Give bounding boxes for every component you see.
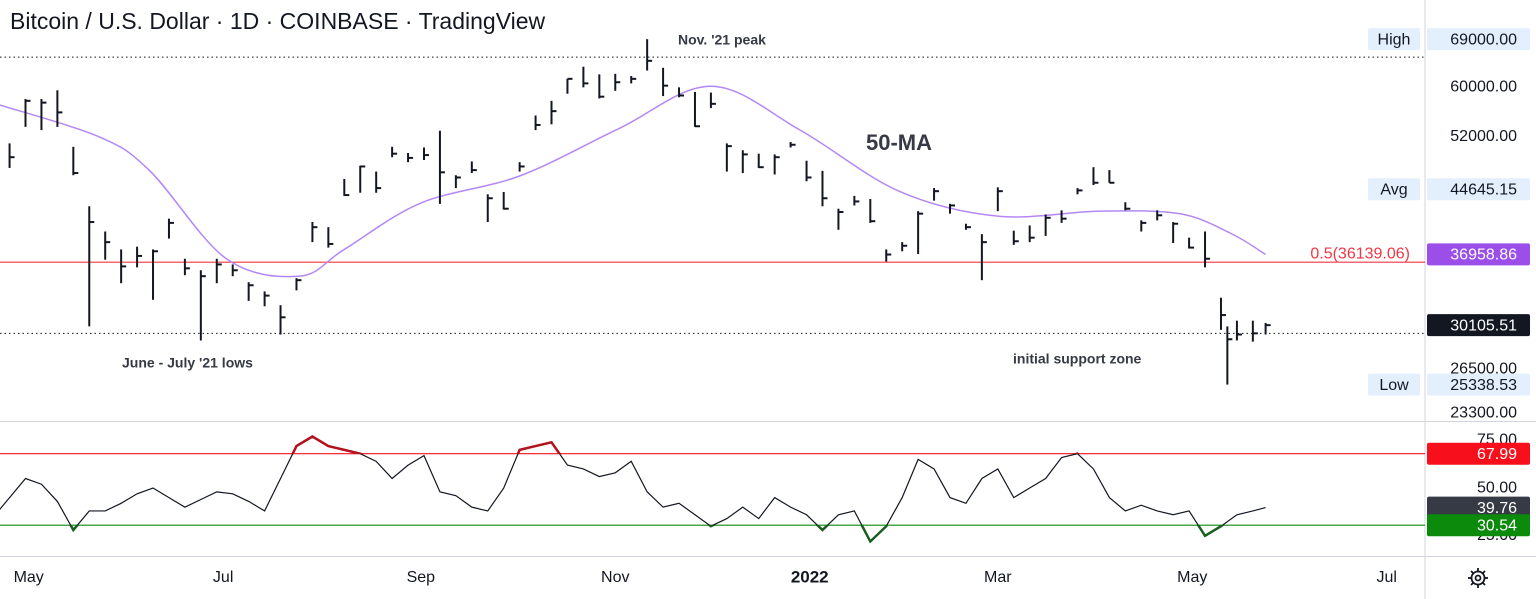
x-tick-label: May [1177, 569, 1207, 586]
annotation: initial support zone [1013, 351, 1142, 367]
annotation: 50-MA [866, 130, 932, 155]
annotation: Nov. '21 peak [678, 32, 766, 48]
price-badge [1427, 442, 1530, 465]
ma-line [0, 85, 1266, 278]
annotation: June - July '21 lows [122, 355, 253, 371]
y-tick-label: 23300.00 [1450, 405, 1517, 422]
price-badge-label: 69000.00 [1450, 31, 1517, 48]
fib-label: 0.5(36139.06) [1310, 245, 1410, 262]
price-badge [1427, 314, 1530, 337]
price-badge [1427, 514, 1530, 537]
y-tick-label: 26500.00 [1450, 360, 1517, 377]
x-tick-label: Sep [407, 569, 436, 586]
price-badge [1427, 496, 1530, 519]
x-tick-label: Mar [984, 569, 1012, 586]
badge-name: Avg [1380, 182, 1407, 199]
x-tick-label: Jul [1377, 569, 1397, 586]
price-badge-label: 44645.15 [1450, 182, 1517, 199]
price-badge-label: 30.54 [1477, 517, 1517, 534]
price-badge-label: 25338.53 [1450, 377, 1517, 394]
price-badge [1427, 178, 1530, 201]
price-badge-label: 67.99 [1477, 446, 1517, 463]
rsi-pane [0, 435, 1425, 544]
rsi-line [0, 435, 1266, 543]
x-tick-label: 2022 [791, 567, 829, 586]
x-tick-label: Jul [213, 569, 233, 586]
badge-name-box [1368, 373, 1420, 396]
x-tick-label: Nov [601, 569, 629, 586]
chart-title: Bitcoin / U.S. Dollar · 1D · COINBASE · … [10, 8, 546, 34]
x-tick-label: May [14, 569, 44, 586]
badge-name: Low [1379, 377, 1409, 394]
price-badge-label: 39.76 [1477, 500, 1517, 517]
y-tick-label: 60000.00 [1450, 79, 1517, 96]
rsi-tick-label: 50.00 [1477, 479, 1517, 496]
price-pane [0, 39, 1425, 385]
badge-name-box [1368, 178, 1420, 201]
price-badge [1427, 28, 1530, 51]
badge-name-box [1368, 28, 1420, 51]
price-badge [1427, 243, 1530, 266]
price-badge-label: 30105.51 [1450, 317, 1517, 334]
settings-icon[interactable] [1468, 568, 1488, 588]
price-badge-label: 36958.86 [1450, 247, 1517, 264]
y-tick-label: 52000.00 [1450, 128, 1517, 145]
badge-name: High [1378, 31, 1411, 48]
price-badge [1427, 373, 1530, 396]
